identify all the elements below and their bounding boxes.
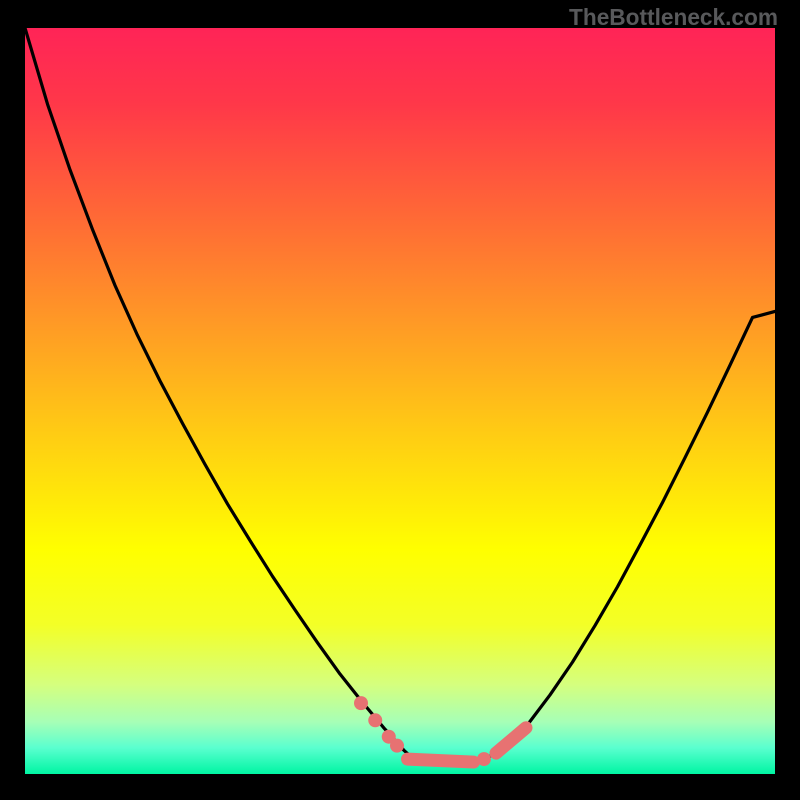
marker-pill [408,759,474,762]
marker-dot [390,739,404,753]
marker-dot [477,752,491,766]
bottleneck-chart-svg [0,0,800,800]
marker-dot [354,696,368,710]
marker-dot [368,713,382,727]
chart-viewport: TheBottleneck.com [0,0,800,800]
plot-area-gradient [25,28,775,774]
